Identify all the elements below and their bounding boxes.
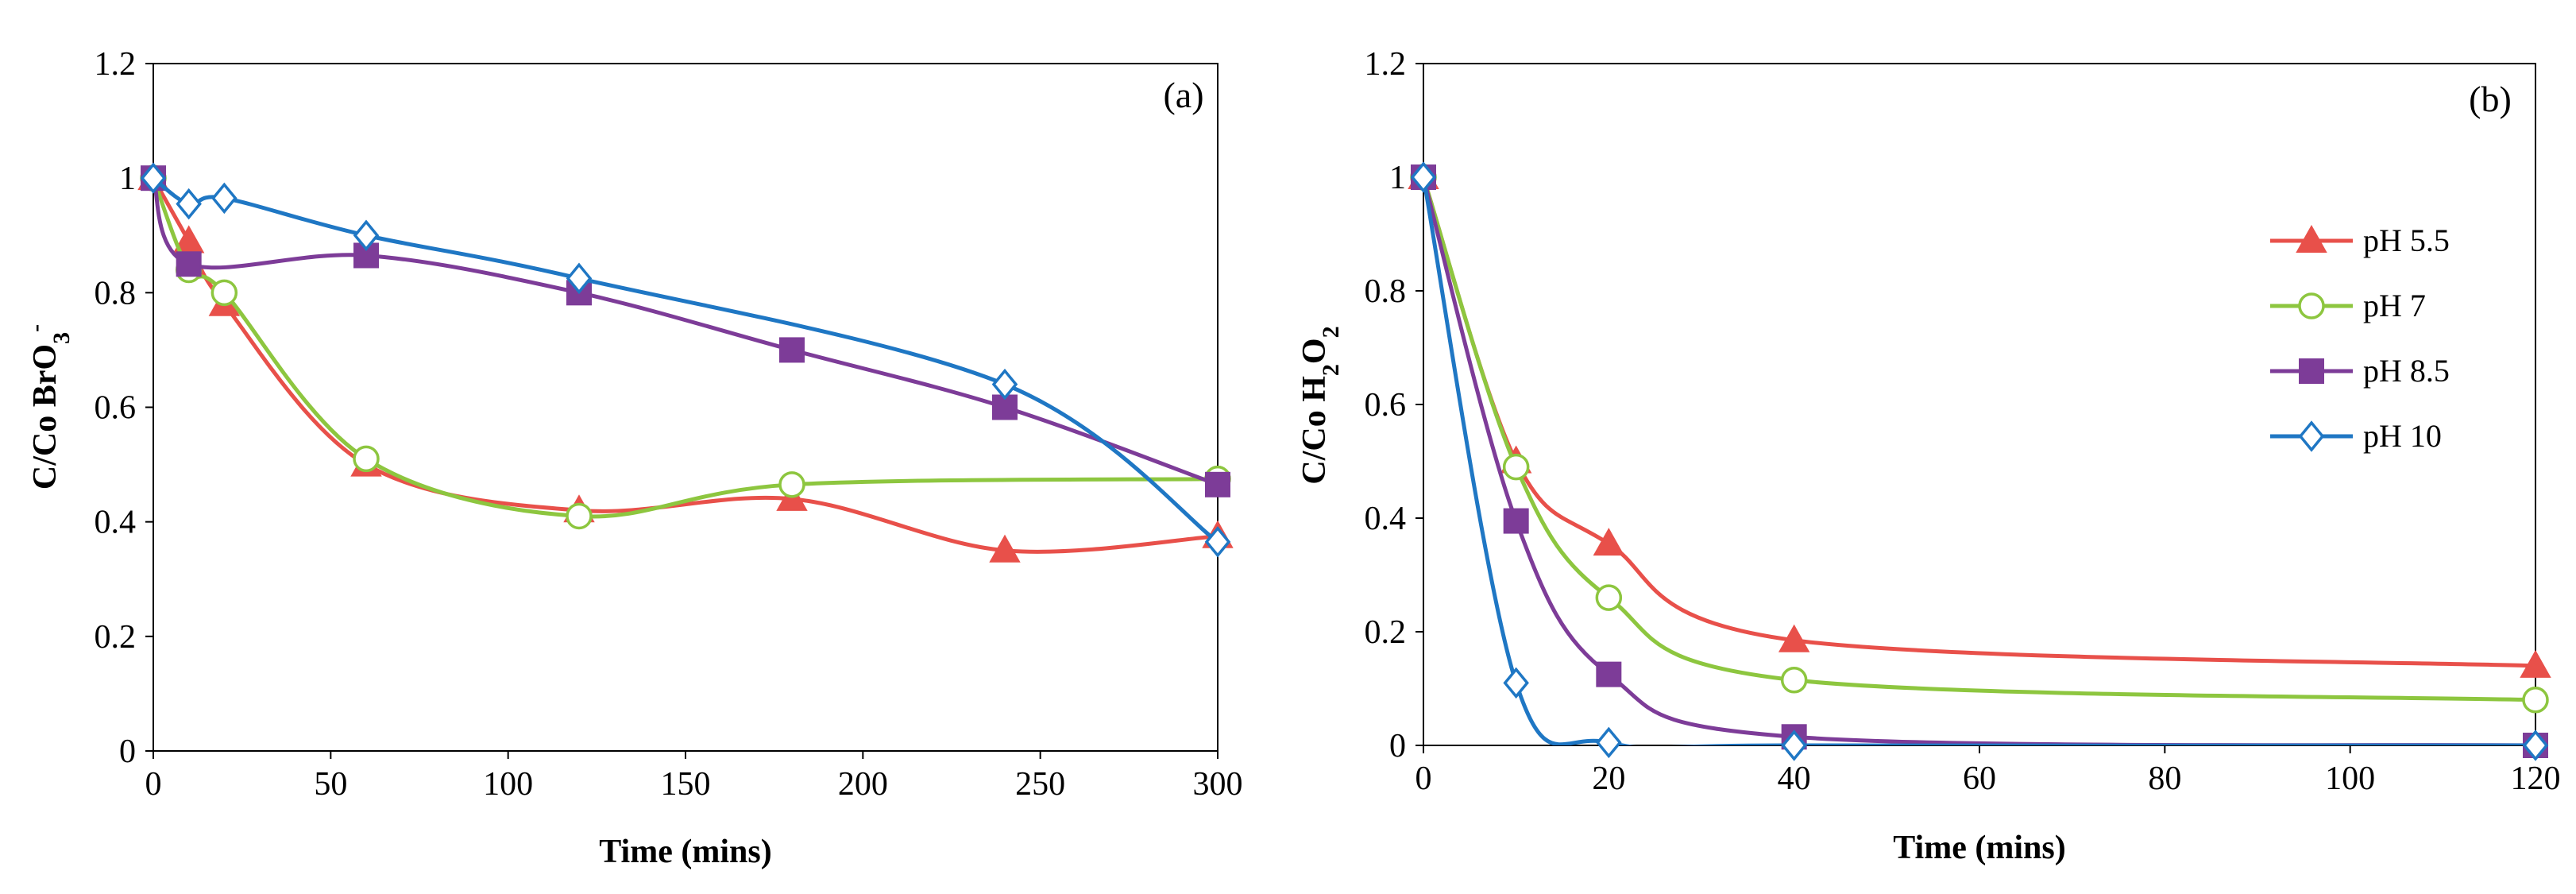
y-tick-label: 1 <box>1389 160 1406 196</box>
data-point-ph-10 <box>176 188 202 220</box>
panel-label-a: (a) <box>1163 75 1203 115</box>
y-axis-title-a: C/Co BrO3- <box>22 324 75 490</box>
x-tick-label: 200 <box>838 766 888 803</box>
data-point-ph-8-5 <box>779 337 805 363</box>
x-ticks-b: 0 20 40 60 80 100 120 <box>1415 745 2561 797</box>
y-tick-label: 0.8 <box>95 275 137 312</box>
y-tick-label: 0 <box>119 733 136 770</box>
panel-label-b: (b) <box>2469 79 2512 119</box>
y-axis-title-b-main: C/Co H <box>1296 376 1333 485</box>
x-tick-label: 20 <box>1592 760 1625 797</box>
plot-area-a <box>153 63 1218 752</box>
y-axis-title-a-main: C/Co BrO <box>27 344 64 490</box>
data-point-ph-10 <box>2522 730 2549 761</box>
x-tick-label: 100 <box>2325 760 2375 797</box>
data-point-ph-10 <box>353 219 380 252</box>
y-tick-label: 0.6 <box>1365 387 1407 424</box>
x-tick-label: 100 <box>483 766 533 803</box>
series-ph-10 <box>1410 161 2549 761</box>
data-point-ph-5-5 <box>2520 649 2551 678</box>
plot-area-b <box>1423 63 2536 746</box>
series-line-ph-10 <box>1423 176 2535 745</box>
data-point-ph-8-5 <box>1503 508 1529 534</box>
series-line-ph-10 <box>153 176 1218 544</box>
data-point-ph-8-5 <box>1205 471 1230 497</box>
legend-label: pH 10 <box>2363 418 2442 454</box>
legend-item-ph-7: pH 7 <box>2270 288 2426 323</box>
legend-marker-ph-5-5 <box>2296 224 2327 253</box>
data-point-ph-5-5 <box>989 534 1021 563</box>
data-point-ph-10 <box>140 162 167 194</box>
y-axis-title-b-sub: 2 <box>1318 364 1344 376</box>
data-point-ph-7 <box>353 445 380 473</box>
legend-label: pH 8.5 <box>2363 353 2450 389</box>
data-point-ph-10 <box>1781 730 1807 761</box>
series-group-a <box>137 162 1234 563</box>
x-tick-label: 0 <box>145 766 162 803</box>
legend-item-ph-10: pH 10 <box>2270 418 2442 454</box>
legend-item-ph-5-5: pH 5.5 <box>2270 223 2450 258</box>
y-tick-label: 0.2 <box>95 619 137 656</box>
x-tick-label: 50 <box>314 766 347 803</box>
y-axis-title-a-sub: 3 <box>48 332 75 344</box>
x-tick-label: 60 <box>1963 760 1996 797</box>
data-point-ph-10 <box>566 262 593 295</box>
legend-item-ph-8-5: pH 8.5 <box>2270 353 2450 389</box>
y-ticks-a: 0 0.2 0.4 0.6 0.8 1 1.2 <box>95 46 153 770</box>
data-point-ph-7 <box>210 279 238 307</box>
data-point-ph-7 <box>1595 584 1623 611</box>
legend-label: pH 7 <box>2363 288 2426 323</box>
legend-label: pH 5.5 <box>2363 223 2450 258</box>
data-point-ph-8-5 <box>1596 661 1622 687</box>
x-tick-label: 300 <box>1193 766 1243 803</box>
data-point-ph-7 <box>778 471 805 498</box>
y-axis-title-b-mid: O <box>1296 338 1333 364</box>
x-axis-title-a: Time (mins) <box>599 834 771 870</box>
y-tick-label: 1 <box>119 161 136 197</box>
data-point-ph-10 <box>211 182 238 215</box>
series-line-ph-7 <box>1423 176 2535 702</box>
data-point-ph-10 <box>1503 667 1529 699</box>
x-ticks-a: 0 50 100 150 200 250 300 <box>145 751 1243 803</box>
y-tick-label: 0.6 <box>95 390 137 427</box>
legend-marker-ph-8-5 <box>2299 358 2324 384</box>
x-tick-label: 150 <box>661 766 711 803</box>
y-tick-label: 0.8 <box>1365 273 1407 310</box>
y-tick-label: 1.2 <box>1365 46 1407 83</box>
x-tick-label: 80 <box>2148 760 2181 797</box>
data-point-ph-7 <box>566 502 593 530</box>
legend: pH 5.5 pH 7 pH 8.5 pH 10 <box>2270 223 2450 454</box>
x-tick-label: 120 <box>2511 760 2561 797</box>
y-tick-label: 1.2 <box>95 46 137 83</box>
data-point-ph-7 <box>1502 453 1530 481</box>
x-tick-label: 40 <box>1778 760 1811 797</box>
data-point-ph-7 <box>1780 667 1808 694</box>
panel-b: 0 0.2 0.4 0.6 0.8 1 1.2 0 20 40 60 80 100 120 (b) Ti… <box>1296 46 2561 866</box>
data-point-ph-10 <box>1204 526 1231 558</box>
x-tick-label: 0 <box>1415 760 1432 797</box>
y-tick-label: 0.4 <box>1365 501 1407 537</box>
panel-a: 0 0.2 0.4 0.6 0.8 1 1.2 0 50 100 150 200 250 300 (a)… <box>22 46 1243 870</box>
x-axis-title-b: Time (mins) <box>1893 830 2065 866</box>
data-point-ph-5-5 <box>1593 528 1625 556</box>
y-tick-label: 0.2 <box>1365 614 1407 651</box>
data-point-ph-10 <box>1410 161 1437 193</box>
data-point-ph-10 <box>991 368 1018 401</box>
legend-marker-ph-7 <box>2298 292 2325 319</box>
data-point-ph-5-5 <box>1778 624 1810 652</box>
data-point-ph-10 <box>1596 726 1622 759</box>
legend-marker-ph-10 <box>2298 420 2325 452</box>
data-point-ph-8-5 <box>176 251 202 277</box>
y-axis-title-a-sup: - <box>22 324 48 332</box>
y-tick-label: 0 <box>1389 728 1406 764</box>
series-group-b <box>1408 161 2551 761</box>
y-axis-title-b: C/Co H2O2 <box>1296 326 1344 484</box>
series-ph-10 <box>140 162 1231 558</box>
y-axis-title-b-sub2: 2 <box>1318 326 1344 338</box>
data-point-ph-7 <box>2522 687 2549 714</box>
y-tick-label: 0.4 <box>95 505 137 541</box>
x-tick-label: 250 <box>1015 766 1065 803</box>
y-ticks-b: 0 0.2 0.4 0.6 0.8 1 1.2 <box>1365 46 1423 764</box>
